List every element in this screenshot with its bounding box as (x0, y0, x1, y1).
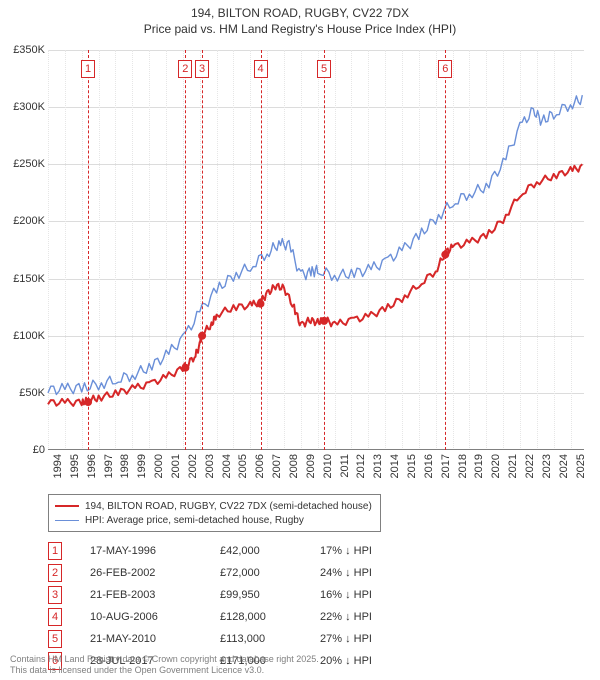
xtick-label: 1998 (119, 454, 131, 478)
event-marker-box: 6 (438, 60, 452, 78)
xtick-label: 2008 (288, 454, 300, 478)
event-row-number: 3 (48, 586, 62, 604)
event-line (202, 50, 203, 450)
event-row-delta: 16% ↓ HPI (320, 589, 420, 601)
event-row-date: 10-AUG-2006 (90, 611, 220, 623)
xtick-label: 1994 (52, 454, 64, 478)
xtick-label: 1995 (69, 454, 81, 478)
event-line (261, 50, 262, 450)
xtick-label: 1997 (103, 454, 115, 478)
event-row-price: £42,000 (220, 545, 320, 557)
xtick-label: 2018 (457, 454, 469, 478)
event-row-price: £113,000 (220, 633, 320, 645)
ytick-label: £150K (13, 273, 45, 285)
xtick-label: 2010 (322, 454, 334, 478)
xtick-label: 2007 (271, 454, 283, 478)
event-row-number: 1 (48, 542, 62, 560)
event-line (324, 50, 325, 450)
event-marker-box: 1 (81, 60, 95, 78)
legend-item: 194, BILTON ROAD, RUGBY, CV22 7DX (semi-… (55, 499, 372, 513)
xtick-label: 2001 (170, 454, 182, 478)
event-row-delta: 20% ↓ HPI (320, 655, 420, 667)
event-row-date: 26-FEB-2002 (90, 567, 220, 579)
event-marker-box: 3 (195, 60, 209, 78)
xtick-label: 2004 (221, 454, 233, 478)
footer: Contains HM Land Registry data © Crown c… (10, 654, 319, 677)
event-marker-box: 2 (178, 60, 192, 78)
xtick-label: 2002 (187, 454, 199, 478)
ytick-label: £0 (33, 444, 45, 456)
chart-container: 194, BILTON ROAD, RUGBY, CV22 7DX Price … (0, 0, 600, 680)
event-row: 5 21-MAY-2010£113,00027% ↓ HPI (48, 628, 420, 650)
event-row: 3 21-FEB-2003£99,95016% ↓ HPI (48, 584, 420, 606)
event-row-price: £72,000 (220, 567, 320, 579)
event-row-date: 17-MAY-1996 (90, 545, 220, 557)
event-marker-box: 5 (317, 60, 331, 78)
xtick-label: 2021 (507, 454, 519, 478)
ytick-label: £350K (13, 44, 45, 56)
legend-swatch (55, 520, 79, 521)
event-row-date: 21-MAY-2010 (90, 633, 220, 645)
xtick-label: 2020 (490, 454, 502, 478)
ytick-label: £100K (13, 330, 45, 342)
event-marker-box: 4 (254, 60, 268, 78)
event-row-number: 5 (48, 630, 62, 648)
xtick-label: 2025 (575, 454, 587, 478)
xtick-label: 2003 (204, 454, 216, 478)
xtick-label: 2024 (558, 454, 570, 478)
xtick-label: 2019 (473, 454, 485, 478)
xtick-label: 2022 (524, 454, 536, 478)
xtick-label: 2017 (440, 454, 452, 478)
xtick-label: 2011 (339, 454, 351, 478)
event-line (445, 50, 446, 450)
event-row-number: 2 (48, 564, 62, 582)
legend-label: 194, BILTON ROAD, RUGBY, CV22 7DX (semi-… (85, 501, 372, 512)
chart-title-line2: Price paid vs. HM Land Registry's House … (0, 20, 600, 36)
event-row-date: 21-FEB-2003 (90, 589, 220, 601)
footer-line2: This data is licensed under the Open Gov… (10, 665, 319, 676)
event-row-number: 4 (48, 608, 62, 626)
xtick-label: 2006 (254, 454, 266, 478)
xtick-label: 2000 (153, 454, 165, 478)
xtick-label: 2014 (389, 454, 401, 478)
event-row: 4 10-AUG-2006£128,00022% ↓ HPI (48, 606, 420, 628)
event-line (88, 50, 89, 450)
xtick-label: 2009 (305, 454, 317, 478)
ytick-label: £200K (13, 215, 45, 227)
series-line (48, 164, 582, 406)
ytick-label: £250K (13, 158, 45, 170)
events-table: 1 17-MAY-1996£42,00017% ↓ HPI 2 26-FEB-2002… (48, 540, 420, 672)
footer-line1: Contains HM Land Registry data © Crown c… (10, 654, 319, 665)
legend-swatch (55, 505, 79, 507)
xtick-label: 2015 (406, 454, 418, 478)
event-row: 2 26-FEB-2002£72,00024% ↓ HPI (48, 562, 420, 584)
xtick-label: 2012 (355, 454, 367, 478)
event-row-price: £99,950 (220, 589, 320, 601)
event-row-delta: 27% ↓ HPI (320, 633, 420, 645)
event-row-delta: 24% ↓ HPI (320, 567, 420, 579)
legend-item: HPI: Average price, semi-detached house,… (55, 513, 372, 527)
xtick-label: 2013 (372, 454, 384, 478)
legend: 194, BILTON ROAD, RUGBY, CV22 7DX (semi-… (48, 494, 381, 532)
legend-label: HPI: Average price, semi-detached house,… (85, 515, 304, 526)
event-row-delta: 17% ↓ HPI (320, 545, 420, 557)
plot-svg (48, 50, 584, 450)
event-row: 1 17-MAY-1996£42,00017% ↓ HPI (48, 540, 420, 562)
ytick-label: £50K (19, 387, 45, 399)
chart-title-line1: 194, BILTON ROAD, RUGBY, CV22 7DX (0, 0, 600, 20)
xtick-label: 2005 (237, 454, 249, 478)
event-row-price: £128,000 (220, 611, 320, 623)
series-line (48, 95, 582, 394)
xtick-label: 1999 (136, 454, 148, 478)
event-row-delta: 22% ↓ HPI (320, 611, 420, 623)
xtick-label: 2016 (423, 454, 435, 478)
event-line (185, 50, 186, 450)
xtick-label: 2023 (541, 454, 553, 478)
ytick-label: £300K (13, 101, 45, 113)
xtick-label: 1996 (86, 454, 98, 478)
